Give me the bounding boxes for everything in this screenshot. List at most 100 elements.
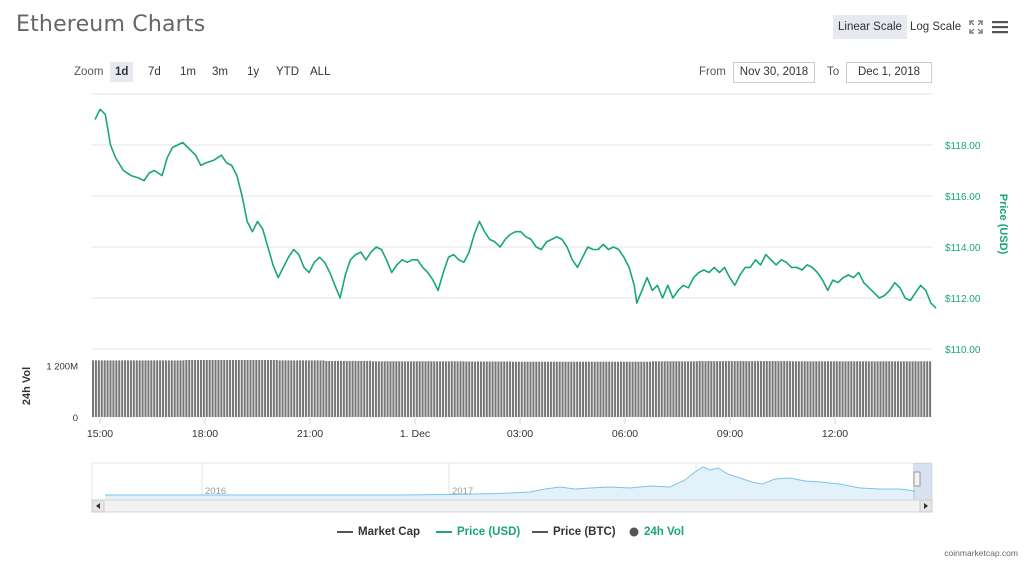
volume-bar: [549, 361, 552, 417]
volume-bar: [141, 360, 144, 417]
price-y-axis-ticks: $118.00 $116.00 $114.00 $112.00 $110.00: [945, 141, 981, 356]
volume-bar: [832, 361, 835, 417]
volume-bar: [112, 360, 115, 417]
price-gridlines: [92, 93, 932, 350]
volume-bar: [392, 361, 395, 417]
volume-bar: [716, 361, 719, 417]
volume-bar: [211, 360, 214, 417]
legend-market-cap[interactable]: Market Cap: [337, 526, 420, 538]
linear-scale-button[interactable]: Linear Scale: [833, 15, 907, 39]
volume-bar: [313, 360, 316, 417]
volume-bar: [185, 360, 188, 417]
x-tick-label: 1. Dec: [400, 428, 430, 440]
x-tick-label: 09:00: [717, 428, 743, 440]
volume-bar: [237, 360, 240, 417]
volume-bar: [197, 360, 200, 417]
volume-bar: [538, 361, 541, 417]
volume-bar: [535, 361, 538, 417]
volume-bar: [739, 361, 742, 417]
volume-bar: [520, 361, 523, 417]
volume-bar: [541, 361, 544, 417]
zoom-1y-button[interactable]: 1y: [247, 66, 260, 78]
volume-bar: [762, 361, 765, 417]
volume-bar: [517, 361, 520, 417]
volume-tick-label: 1 200M: [46, 362, 78, 373]
volume-bar: [789, 361, 792, 417]
legend-label: 24h Vol: [644, 526, 685, 538]
volume-bar: [325, 360, 328, 417]
volume-bar: [424, 361, 427, 417]
volume-bar: [844, 361, 847, 417]
zoom-all-button[interactable]: ALL: [310, 66, 331, 78]
volume-bar: [278, 360, 281, 417]
volume-bar: [800, 361, 803, 417]
volume-bar: [456, 361, 459, 417]
volume-bar: [894, 361, 897, 417]
credit-link[interactable]: coinmarketcap.com: [944, 548, 1018, 558]
to-date-input[interactable]: [846, 62, 932, 83]
volume-bar: [724, 361, 727, 417]
volume-bar: [730, 361, 733, 417]
legend-price-btc[interactable]: Price (BTC): [532, 526, 616, 538]
volume-bars: [92, 360, 932, 417]
volume-bar: [284, 360, 287, 417]
volume-bar: [503, 361, 506, 417]
log-scale-button[interactable]: Log Scale: [910, 21, 962, 33]
volume-bar: [205, 360, 208, 417]
volume-bar: [853, 361, 856, 417]
volume-bar: [462, 361, 465, 417]
volume-bar: [474, 361, 477, 417]
volume-bar: [759, 361, 762, 417]
volume-bar: [447, 361, 450, 417]
zoom-1d-button[interactable]: 1d: [110, 62, 134, 82]
volume-bar: [188, 360, 191, 417]
volume-bar: [905, 361, 908, 417]
legend-24h-vol[interactable]: 24h Vol: [629, 526, 684, 538]
menu-icon[interactable]: [992, 20, 1008, 34]
volume-bar: [719, 361, 722, 417]
volume-y-axis-title: 24h Vol: [21, 367, 33, 405]
volume-bar: [733, 361, 736, 417]
volume-bar: [389, 361, 392, 417]
volume-bar: [92, 360, 95, 417]
volume-bar: [485, 361, 488, 417]
volume-bar: [281, 360, 284, 417]
volume-bar: [876, 361, 879, 417]
navigator-scrollbar[interactable]: [91, 499, 933, 513]
volume-bar: [302, 360, 305, 417]
legend-price-usd[interactable]: Price (USD): [436, 526, 520, 538]
from-date-input[interactable]: [733, 62, 815, 83]
volume-bar: [587, 361, 590, 417]
navigator-year-label: 2017: [452, 486, 473, 497]
zoom-ytd-button[interactable]: YTD: [276, 66, 299, 78]
volume-bar: [179, 360, 182, 417]
volume-bar: [319, 360, 322, 417]
zoom-7d-button[interactable]: 7d: [148, 66, 161, 78]
volume-bar: [442, 361, 445, 417]
volume-bar: [153, 360, 156, 417]
zoom-1m-button[interactable]: 1m: [180, 66, 196, 78]
volume-bar: [713, 361, 716, 417]
volume-bar: [232, 360, 235, 417]
volume-bar: [226, 360, 229, 417]
page-title: Ethereum Charts: [16, 12, 206, 37]
volume-bar: [170, 360, 173, 417]
legend-dot-icon: [629, 527, 639, 537]
volume-bar: [570, 361, 573, 417]
fullscreen-icon[interactable]: [969, 20, 983, 34]
volume-bar: [491, 361, 494, 417]
volume-bar: [885, 361, 888, 417]
zoom-3m-button[interactable]: 3m: [212, 66, 228, 78]
volume-bar: [698, 361, 701, 417]
volume-bar: [619, 361, 622, 417]
navigator-handle[interactable]: [913, 471, 921, 487]
legend-line-icon: [532, 531, 548, 533]
volume-bar: [106, 360, 109, 417]
volume-bar: [701, 361, 704, 417]
volume-bar: [261, 360, 264, 417]
volume-bar: [765, 361, 768, 417]
volume-bar: [208, 360, 211, 417]
volume-bar: [351, 360, 354, 417]
volume-bar: [576, 361, 579, 417]
volume-bar: [631, 361, 634, 417]
